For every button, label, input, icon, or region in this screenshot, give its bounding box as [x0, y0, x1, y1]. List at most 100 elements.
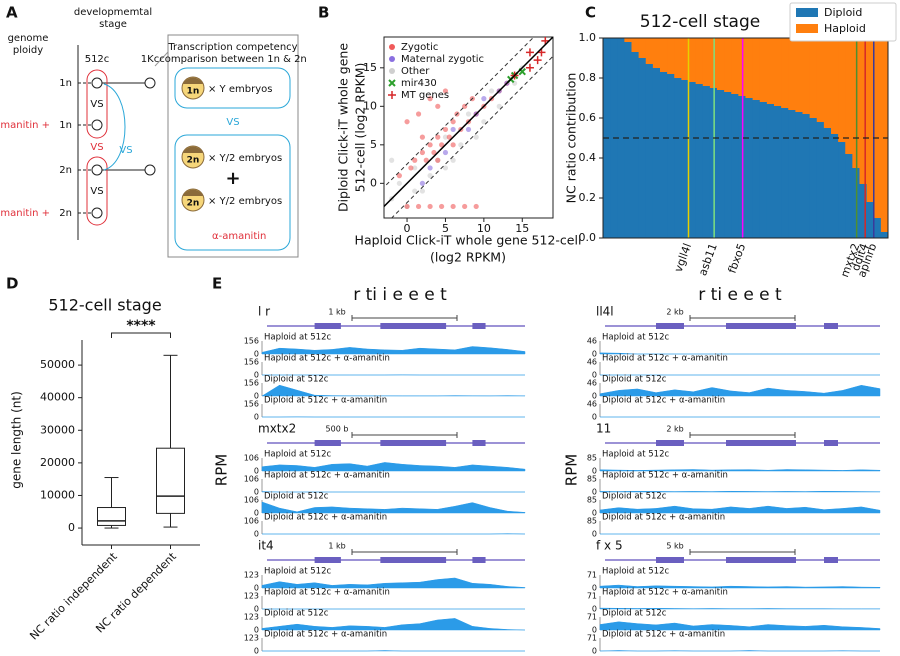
- area-segment: [816, 38, 825, 122]
- label: VS: [90, 186, 103, 197]
- label: × Y embryos: [208, 84, 272, 95]
- scale-label: 2 kb: [666, 425, 683, 434]
- track-label: Diploid at 512c + α-amanitin: [602, 396, 725, 406]
- point: [396, 180, 402, 186]
- legend-marker: [388, 79, 396, 87]
- y-tick-label: 0.2: [579, 191, 597, 204]
- point: [389, 157, 395, 163]
- track-label: Haploid at 512c: [264, 333, 331, 343]
- point: [435, 157, 441, 163]
- point: [435, 134, 441, 140]
- area-segment: [702, 86, 711, 238]
- area-segment: [774, 106, 782, 238]
- y-axis-label: 512-cell (log2 RPKM): [353, 63, 368, 193]
- point: [419, 180, 426, 186]
- area-segment: [802, 114, 811, 238]
- plot-frame: [602, 37, 889, 239]
- area-segment: [674, 38, 682, 78]
- gene-name: mxtx2: [258, 422, 296, 436]
- coverage: [599, 352, 880, 355]
- label: 2n: [187, 156, 200, 166]
- coverage: [261, 501, 526, 514]
- track-ymax: 71: [587, 634, 597, 643]
- track-ymin: 0: [254, 467, 259, 476]
- label: genome: [8, 33, 49, 44]
- area-segment: [880, 38, 889, 232]
- label: 1Kc: [141, 54, 159, 65]
- legend-marker: [389, 44, 395, 50]
- area-segment: [802, 38, 811, 114]
- x-axis-label: Haploid Click-iT whole gene 512-cell: [355, 233, 582, 248]
- gene-name: it4: [258, 539, 274, 553]
- label: 2n: [59, 165, 72, 176]
- point: [481, 119, 487, 125]
- track-label: Haploid at 512c: [602, 333, 669, 343]
- y-axis-label: RPM: [213, 454, 231, 486]
- point: [496, 103, 502, 109]
- label: α-amanitin: [212, 231, 266, 242]
- y-tick-label: 30000: [40, 423, 75, 436]
- track-label: Diploid at 512c: [602, 492, 667, 502]
- x-tick-label: 0: [404, 222, 411, 235]
- legend-label: Maternal zygotic: [401, 54, 484, 65]
- track-label: Haploid at 512c + α-amanitin: [264, 471, 390, 481]
- area-segment: [638, 38, 647, 58]
- plot-area: [384, 37, 553, 218]
- track-label: Diploid at 512c + α-amanitin: [264, 396, 387, 406]
- legend-marker: [388, 91, 396, 99]
- area-segment: [674, 78, 682, 238]
- scale-label: 2 kb: [666, 308, 683, 317]
- point: [450, 126, 456, 133]
- track-label: Haploid at 512c: [602, 567, 669, 577]
- scale-label: 500 b: [326, 425, 349, 434]
- area-segment: [766, 104, 775, 238]
- area-segment: [645, 38, 654, 64]
- track-label: Diploid at 512c: [602, 375, 667, 385]
- stage-node: [91, 207, 103, 219]
- group-box: [174, 67, 291, 109]
- label: × Y/2 embryos: [208, 153, 282, 164]
- area-segment: [823, 38, 832, 128]
- point: [541, 37, 550, 45]
- point: [450, 119, 456, 125]
- point: [419, 188, 426, 194]
- significance-bracket: [111, 332, 171, 338]
- comparison-box: [86, 156, 108, 226]
- stage-node: [144, 164, 156, 176]
- track-ymin: 0: [254, 413, 259, 422]
- area-segment: [724, 92, 732, 238]
- track-ymax: 123: [244, 634, 259, 643]
- area-segment: [774, 38, 782, 106]
- point: [439, 142, 445, 148]
- label: ploidy: [13, 45, 43, 56]
- coverage: [261, 346, 526, 355]
- y-axis-label: Diploid Click-iT whole gene: [336, 43, 351, 212]
- track-ymax: 106: [244, 496, 259, 505]
- track-ymax: 106: [244, 517, 259, 526]
- track-label: Haploid at 512c + α-amanitin: [264, 588, 390, 598]
- stage-node: [91, 77, 103, 89]
- area-segment: [717, 90, 725, 238]
- exon: [380, 557, 447, 563]
- point: [442, 149, 449, 156]
- area-segment: [809, 118, 818, 238]
- point: [439, 203, 445, 210]
- track-ymin: 0: [592, 530, 597, 539]
- point: [404, 119, 410, 125]
- coverage: [261, 462, 526, 472]
- track-ymax: 156: [244, 337, 259, 346]
- track-ymin: 0: [592, 392, 597, 401]
- track-ymax: 85: [587, 517, 597, 526]
- track-ymin: 0: [254, 647, 259, 656]
- area-segment: [631, 38, 640, 52]
- area-segment: [759, 38, 768, 102]
- significance: ****: [126, 318, 156, 334]
- point: [427, 142, 433, 148]
- area-segment: [752, 100, 761, 238]
- track-ymin: 0: [592, 371, 597, 380]
- coverage: [599, 584, 881, 589]
- exon: [380, 440, 447, 446]
- y-tick-label: 50000: [40, 358, 75, 371]
- panel-letter: D: [6, 275, 18, 293]
- area-segment: [681, 80, 689, 238]
